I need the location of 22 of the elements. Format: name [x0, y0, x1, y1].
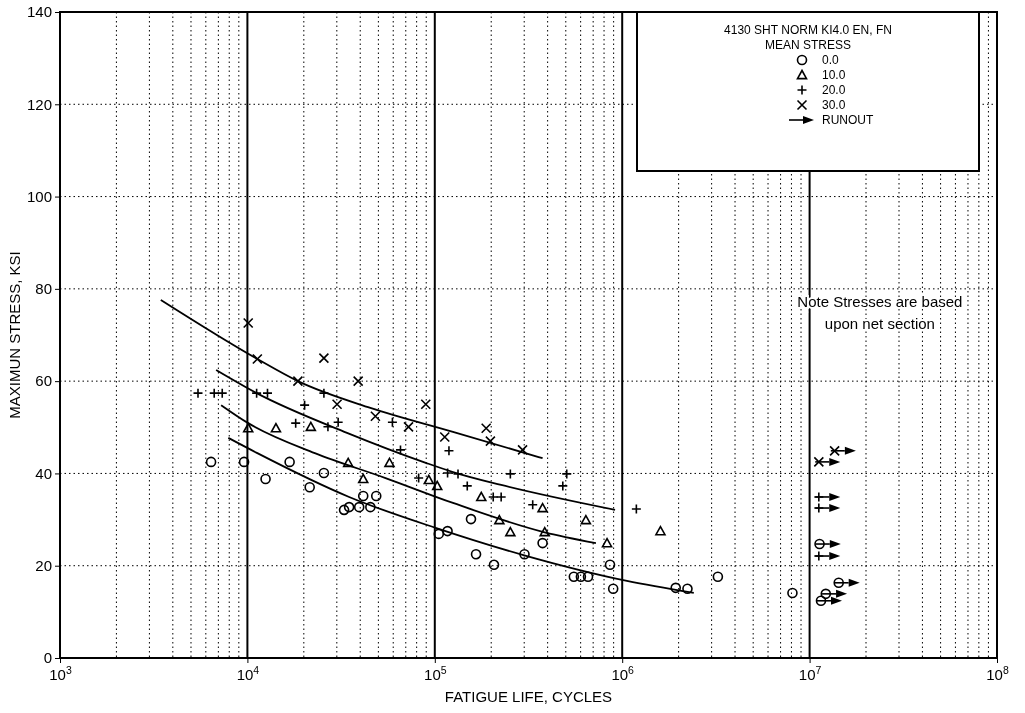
legend-label: 30.0 — [822, 98, 846, 112]
y-tick-label: 20 — [35, 557, 52, 575]
y-axis-title: MAXIMUN STRESS, KSI — [6, 251, 23, 419]
x-tick-label: 10$^{3}$ — [49, 664, 72, 683]
y-tick-label: 60 — [35, 372, 52, 390]
x-tick-label: 10$^{5}$ — [424, 664, 447, 683]
y-tick-label: 0 — [43, 649, 52, 667]
y-tick-label: 80 — [35, 280, 52, 298]
legend-label: 20.0 — [822, 83, 846, 97]
x-tick-label: 10$^{7}$ — [798, 664, 822, 683]
x-tick-label: 10$^{6}$ — [611, 664, 635, 683]
legend-label: 10.0 — [822, 68, 846, 82]
x-axis-title: FATIGUE LIFE, CYCLES — [444, 688, 613, 705]
y-tick-label: 40 — [35, 464, 52, 482]
legend-label: 0.0 — [822, 53, 840, 67]
y-tick-label: 140 — [26, 3, 52, 21]
y-tick-label: 100 — [26, 187, 52, 205]
x-tick-label: 10$^{8}$ — [986, 664, 1009, 683]
legend-title: 4130 SHT NORM KI4.0 EN, FN MEAN STRESS — [724, 23, 892, 52]
x-tick-label: 10$^{4}$ — [236, 664, 260, 683]
y-tick-label: 120 — [26, 95, 52, 113]
legend-label: RUNOUT — [822, 113, 874, 127]
